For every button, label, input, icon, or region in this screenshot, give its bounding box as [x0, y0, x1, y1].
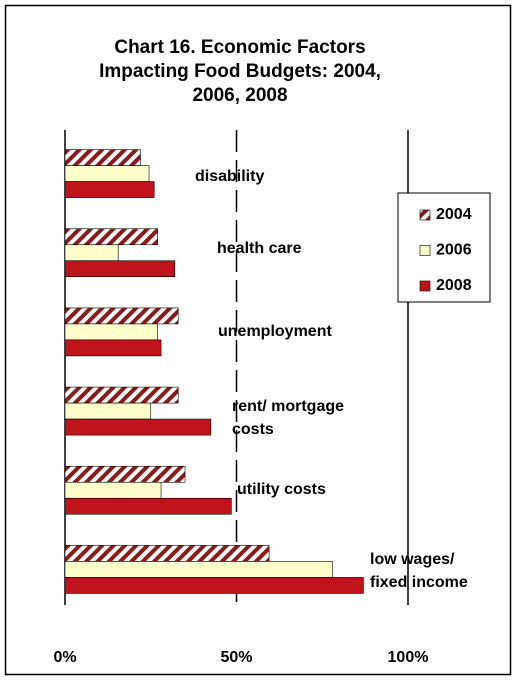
x-tick-label: 100% — [388, 649, 429, 666]
bar — [64, 418, 212, 436]
chart-title: Chart 16. Economic Factors Impacting Foo… — [99, 37, 381, 106]
bar — [64, 307, 179, 325]
bar — [64, 465, 186, 483]
category-label: low wages/ fixed income — [370, 551, 468, 591]
legend-label: 2004 — [436, 206, 472, 223]
bar — [64, 481, 162, 499]
category-label: unemployment — [218, 323, 332, 340]
bar — [64, 260, 176, 278]
category-label: health care — [217, 240, 302, 257]
bar — [64, 244, 119, 262]
x-tick-label: 50% — [220, 649, 252, 666]
category-label: disability — [195, 168, 265, 185]
legend-swatch — [419, 245, 431, 256]
legend-label: 2006 — [436, 242, 472, 259]
bar — [64, 149, 141, 166]
bar — [64, 386, 179, 404]
bar — [64, 228, 158, 246]
category-label: utility costs — [237, 481, 326, 498]
legend-label: 2008 — [436, 277, 472, 294]
bar — [64, 323, 158, 341]
x-tick-label: 0% — [53, 649, 76, 666]
legend-swatch — [419, 209, 431, 221]
legend-swatch — [419, 280, 431, 292]
bar — [64, 561, 333, 578]
legend-box — [397, 192, 491, 303]
bar — [64, 402, 152, 420]
bar — [64, 181, 155, 198]
bar — [64, 545, 270, 562]
category-label: rent/ mortgage costs — [232, 398, 345, 438]
bar — [64, 497, 232, 515]
bar — [64, 339, 162, 357]
bar — [64, 577, 364, 594]
bar — [64, 165, 150, 182]
